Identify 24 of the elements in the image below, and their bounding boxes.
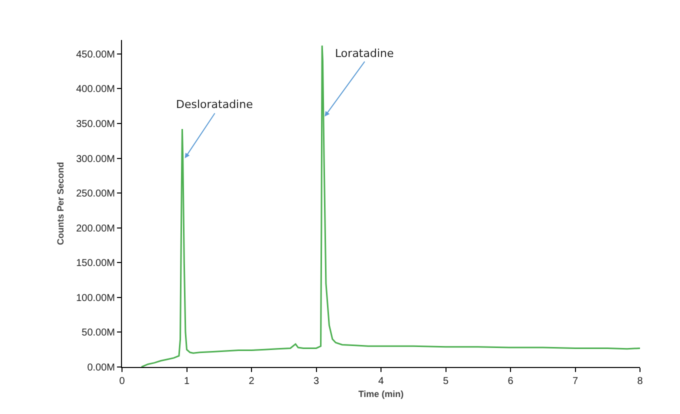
x-tick-label: 5 [442, 376, 449, 387]
x-tick-label: 0 [119, 376, 126, 387]
line-series [140, 44, 640, 367]
y-tick-label: 100.00M [76, 292, 115, 304]
x-tick-label: 2 [248, 376, 255, 387]
x-tick-label: 7 [572, 376, 578, 387]
y-tick-label: 450.00M [76, 49, 115, 60]
y-axis-title: Counts Per Second [55, 162, 66, 246]
y-tick-label: 200.00M [76, 223, 115, 234]
x-tick-label: 3 [313, 376, 320, 387]
y-tick-label: 300.00M [76, 154, 115, 165]
x-axis-title: Time (min) [358, 388, 404, 399]
annotation: Desloratadine [176, 98, 254, 111]
y-tick-label: 50.00M [82, 328, 115, 339]
x-tick-label: 1 [184, 376, 190, 387]
y-tick-label: 150.00M [76, 258, 115, 270]
y-tick-label: 0.00M [87, 362, 115, 374]
y-tick-label: 400.00M [76, 84, 115, 96]
x-tick-label: 4 [378, 376, 384, 387]
y-tick-label: 350.00M [76, 118, 115, 130]
x-tick-label: 6 [508, 376, 514, 387]
annotation: Loratadine [335, 47, 394, 60]
y-tick-label: 250.00M [76, 188, 115, 200]
x-tick-label: 8 [637, 376, 644, 387]
